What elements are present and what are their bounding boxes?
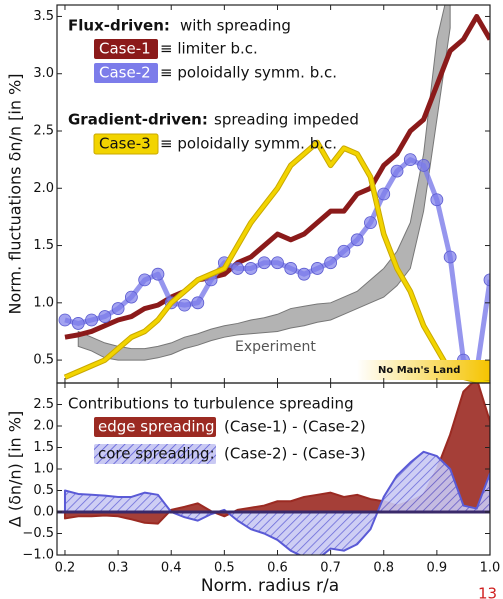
y-tick-label: 1.5	[33, 440, 54, 455]
marker	[350, 233, 364, 247]
region-box	[357, 360, 490, 380]
x-axis-label: Norm. radius r/a	[201, 576, 339, 596]
marker	[324, 256, 338, 270]
legend-label: Case-1	[99, 40, 151, 58]
page-number: 13	[478, 585, 497, 599]
y-tick-label: 0.5	[33, 353, 54, 368]
y-tick-label: 3.5	[33, 9, 54, 24]
plot-area	[58, 5, 490, 383]
plot-area	[57, 383, 490, 555]
marker	[284, 262, 298, 275]
x-tick-label: 1.0	[480, 561, 501, 576]
marker	[244, 262, 258, 275]
line	[64, 140, 490, 383]
marker	[191, 296, 205, 310]
legend-heading: Flux-driven:	[68, 17, 170, 35]
marker	[390, 164, 404, 178]
y-tick-label: −1.0	[22, 548, 54, 563]
x-tick-label: 0.7	[320, 561, 341, 576]
y-axis-label: Norm. fluctuations δn/n [in %]	[6, 73, 25, 314]
line	[64, 13, 490, 340]
marker	[151, 267, 165, 281]
marker	[85, 313, 98, 327]
legend-label: core spreading:	[98, 445, 215, 463]
marker	[430, 193, 444, 207]
marker	[337, 244, 351, 258]
y-axis-label: Δ (δn/n) [in %]	[6, 411, 25, 527]
y-tick-label: 1.0	[33, 295, 54, 310]
y-tick-label: −0.5	[22, 526, 54, 541]
x-tick-label: 0.4	[161, 561, 182, 576]
marker	[138, 273, 152, 287]
x-tick-label: 0.9	[427, 561, 448, 576]
top-panel: Experiment No Man's Land Flux-driven: with …	[6, 4, 491, 384]
y-tick-label: 2.0	[33, 419, 54, 434]
y-tick-label: 1.0	[33, 462, 54, 477]
marker	[111, 302, 125, 315]
y-tick-label: 0.0	[33, 505, 54, 520]
y-tick-label: 1.5	[33, 238, 54, 253]
y-tick-label: 2.0	[33, 181, 54, 196]
legend-description: ≡ poloidally symm. b.c.	[160, 64, 337, 82]
legend-description: (Case-2) - (Case-3)	[224, 445, 366, 463]
marker	[310, 262, 324, 275]
legend-heading: Contributions to turbulence spreading	[68, 395, 354, 413]
legend-description: ≡ limiter b.c.	[160, 40, 258, 58]
x-tick-label: 0.6	[267, 561, 288, 576]
marker	[403, 153, 417, 167]
legend-swatch	[93, 133, 159, 155]
legend-description: ≡ poloidally symm. b.c.	[160, 135, 337, 153]
marker	[71, 317, 85, 330]
legend-subheading: spreading impeded	[214, 111, 359, 129]
legend-description: (Case-1) - (Case-2)	[224, 418, 366, 436]
marker	[377, 187, 391, 201]
marker	[443, 250, 457, 264]
legend-swatch	[94, 39, 158, 59]
marker	[297, 267, 311, 281]
marker	[257, 256, 271, 270]
band-label: Experiment	[235, 339, 316, 355]
region-label: No Man's Land	[378, 365, 460, 376]
y-tick-label: 0.5	[33, 483, 54, 498]
marker	[364, 216, 377, 230]
x-tick-label: 0.5	[214, 561, 235, 576]
x-tick-label: 0.3	[108, 561, 129, 576]
marker	[98, 310, 112, 323]
legend-swatch	[94, 444, 216, 464]
bottom-panel: Contributions to turbulence spreading edg…	[6, 382, 501, 596]
marker	[231, 262, 245, 275]
legend-subheading: with spreading	[180, 17, 291, 35]
legend-label: Case-3	[99, 135, 151, 153]
legend-swatch	[94, 417, 216, 437]
marker	[178, 298, 191, 312]
legend-heading: Gradient-driven:	[68, 111, 208, 129]
x-tick-label: 0.8	[373, 561, 394, 576]
legend-label: Case-2	[99, 64, 151, 82]
marker	[417, 158, 430, 172]
marker	[483, 273, 490, 287]
area	[63, 450, 490, 555]
legend-swatch	[94, 63, 158, 83]
experiment-band	[77, 5, 451, 361]
y-tick-label: 2.5	[33, 124, 54, 139]
marker	[58, 313, 72, 327]
legend-label: edge spreading:	[98, 418, 220, 436]
x-tick-label: 0.2	[55, 561, 76, 576]
y-tick-label: 3.0	[33, 66, 54, 81]
marker	[271, 256, 284, 270]
y-tick-label: 2.5	[33, 397, 54, 412]
marker	[124, 290, 138, 304]
